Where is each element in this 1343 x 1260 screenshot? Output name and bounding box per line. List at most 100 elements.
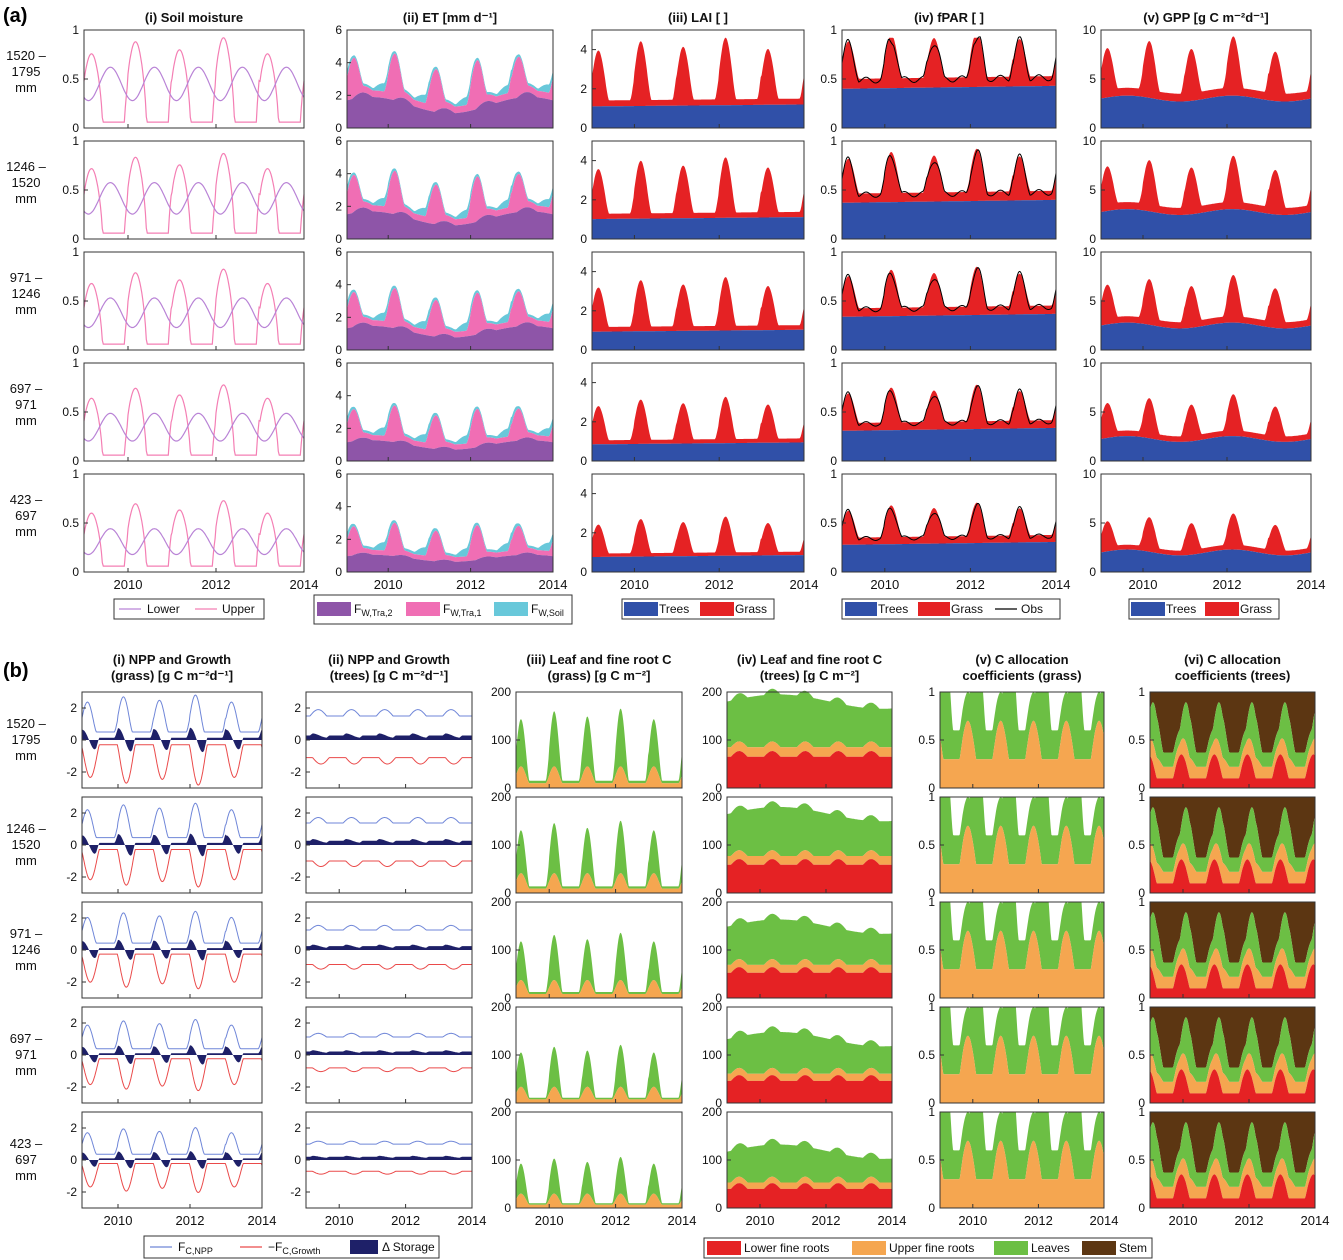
panel-label-a: (a) bbox=[3, 5, 27, 27]
a3-legend bbox=[621, 598, 775, 620]
a4-r0-trees-area bbox=[842, 85, 1056, 128]
a4-r1-ticklabel-2: 1 bbox=[830, 134, 837, 148]
b4-r0-ticklabel-1: 100 bbox=[702, 733, 722, 747]
b2-r0-storage-area bbox=[306, 733, 472, 740]
a4-legend-trees-swatch bbox=[845, 602, 877, 616]
a1-r2-upper-line bbox=[83, 268, 305, 345]
a5-r4-xticklabel-0: 2010 bbox=[1129, 577, 1158, 592]
b4-r0-ticklabel-2: 200 bbox=[702, 685, 722, 699]
a4-r0-ticklabel-1: 0.5 bbox=[820, 72, 837, 86]
a-rowlabel-2-0: 971 – bbox=[10, 270, 43, 285]
b4-legend-upperroots-swatch bbox=[852, 1241, 886, 1255]
a4-legend-obs: Obs bbox=[1021, 602, 1043, 616]
b3-r4-upperroots-area bbox=[516, 1193, 682, 1208]
b2-r1-growth-line bbox=[306, 860, 472, 867]
b1-r0-ticklabel-1: 0 bbox=[70, 733, 77, 747]
a1-r2-ticklabel-0: 0 bbox=[72, 343, 79, 357]
b4-r3-ticklabel-2: 200 bbox=[702, 1000, 722, 1014]
b1-title-0: (i) NPP and Growth bbox=[113, 652, 231, 667]
a2-r0-soil-area bbox=[347, 51, 553, 107]
b1-r4-ticklabel-2: 2 bbox=[70, 1121, 77, 1135]
a2-r1-ticklabel-3: 6 bbox=[335, 134, 342, 148]
a5-r0-ticklabel-2: 10 bbox=[1083, 23, 1097, 37]
a4-r0-ticklabel-0: 0 bbox=[830, 121, 837, 135]
a5-r4-ticklabel-0: 0 bbox=[1089, 565, 1096, 579]
b-rowlabel-1-2: mm bbox=[15, 853, 37, 868]
b5-r2-leaves-area bbox=[940, 902, 1104, 970]
a3-r3-ticklabel-2: 4 bbox=[580, 376, 587, 390]
b4-r3-ticklabel-1: 100 bbox=[702, 1048, 722, 1062]
a5-legend-trees-swatch bbox=[1131, 602, 1165, 616]
b1-r0-storage-area bbox=[82, 727, 262, 753]
a1-r4-lower-line bbox=[83, 528, 305, 556]
b1-r1-growth-line bbox=[81, 849, 263, 888]
b5-r2-ticklabel-2: 1 bbox=[928, 895, 935, 909]
b5-r1-upperroots-area bbox=[940, 825, 1104, 893]
a1-r4-ticklabel-1: 0.5 bbox=[62, 516, 79, 530]
a1-r4-xticklabel-2: 2014 bbox=[290, 577, 319, 592]
a5-r2-grass-area bbox=[1101, 275, 1311, 329]
a4-r3-ticklabel-1: 0.5 bbox=[820, 405, 837, 419]
b3-r0-upperroots-area bbox=[516, 766, 682, 788]
b6-r0-lowerroots-area bbox=[1150, 754, 1315, 788]
a3-r4-xticklabel-2: 2014 bbox=[790, 577, 819, 592]
a3-r4-ticklabel-0: 0 bbox=[580, 565, 587, 579]
b6-r0-ticklabel-2: 1 bbox=[1138, 685, 1145, 699]
a4-r4-xticklabel-0: 2010 bbox=[870, 577, 899, 592]
a4-r3-trees-area bbox=[842, 427, 1056, 461]
b4-r4-ticklabel-0: 0 bbox=[715, 1201, 722, 1215]
a-rowlabel-3-0: 697 – bbox=[10, 381, 43, 396]
b5-r4-ticklabel-1: 0.5 bbox=[918, 1153, 935, 1167]
b1-r3-ticklabel-1: 0 bbox=[70, 1048, 77, 1062]
b6-r4-leaves-area bbox=[1150, 1122, 1315, 1187]
b-rowlabel-2-1: 1246 bbox=[12, 942, 41, 957]
a4-legend-grass-swatch bbox=[918, 602, 950, 616]
a5-r3-ticklabel-0: 0 bbox=[1089, 454, 1096, 468]
a2-legend-tra1-sub: W,Tra,1 bbox=[450, 608, 481, 618]
a1-r1-upper-line bbox=[83, 152, 305, 234]
a1-r0-ticklabel-1: 0.5 bbox=[62, 72, 79, 86]
a5-r0-ticklabel-0: 0 bbox=[1089, 121, 1096, 135]
b-rowlabel-4-0: 423 – bbox=[10, 1136, 43, 1151]
a3-r1-trees-area bbox=[592, 217, 804, 239]
b5-r4-ticklabel-2: 1 bbox=[928, 1105, 935, 1119]
b4-r1-ticklabel-2: 200 bbox=[702, 790, 722, 804]
b2-r0-npp-line bbox=[306, 709, 472, 717]
b3-title-0: (iii) Leaf and fine root C bbox=[526, 652, 672, 667]
a3-r3-trees-area bbox=[592, 442, 804, 461]
a-rowlabel-1-2: mm bbox=[15, 191, 37, 206]
b6-r4-ticklabel-0: 0 bbox=[1138, 1201, 1145, 1215]
b6-r4-ticklabel-1: 0.5 bbox=[1128, 1153, 1145, 1167]
b2-r0-ticklabel-0: -2 bbox=[290, 765, 301, 779]
b4-r1-ticklabel-0: 0 bbox=[715, 886, 722, 900]
a2-title: (ii) ET [mm d⁻¹] bbox=[403, 10, 497, 25]
a-rowlabel-3-2: mm bbox=[15, 413, 37, 428]
b1-legend-growth-sub: C,Growth bbox=[282, 1246, 320, 1256]
a-rowlabel-4-0: 423 – bbox=[10, 492, 43, 507]
a2-legend-tra1-swatch bbox=[406, 602, 440, 616]
a-rowlabel-4-1: 697 bbox=[15, 508, 37, 523]
a3-title: (iii) LAI [ ] bbox=[668, 10, 728, 25]
a4-r4-ticklabel-0: 0 bbox=[830, 565, 837, 579]
a-rowlabel-1-1: 1520 bbox=[12, 175, 41, 190]
b-rowlabel-3-2: mm bbox=[15, 1063, 37, 1078]
a4-r1-grass-area bbox=[842, 148, 1056, 203]
b4-r3-leaves-area bbox=[727, 1026, 892, 1074]
a3-legend-trees-swatch bbox=[624, 602, 658, 616]
a5-title: (v) GPP [g C m⁻²d⁻¹] bbox=[1143, 10, 1268, 25]
a5-r1-grass-area bbox=[1101, 155, 1311, 215]
a4-r1-obs-line bbox=[841, 149, 1057, 198]
a2-legend-soil-sub: W,Soil bbox=[538, 608, 564, 618]
b4-legend-stem: Stem bbox=[1119, 1241, 1147, 1255]
a4-r2-obs-line bbox=[841, 267, 1057, 313]
a3-r4-ticklabel-2: 4 bbox=[580, 487, 587, 501]
a4-r4-obs-line bbox=[841, 503, 1057, 542]
b4-r2-ticklabel-2: 200 bbox=[702, 895, 722, 909]
b4-legend-leaves: Leaves bbox=[1031, 1241, 1070, 1255]
b4-legend-leaves-swatch bbox=[994, 1241, 1028, 1255]
a4-r2-trees-area bbox=[842, 313, 1056, 350]
a4-r2-ticklabel-1: 0.5 bbox=[820, 294, 837, 308]
b1-r2-storage-area bbox=[82, 939, 262, 961]
b4-r4-ticklabel-1: 100 bbox=[702, 1153, 722, 1167]
b4-legend-lowerroots-swatch bbox=[707, 1241, 741, 1255]
